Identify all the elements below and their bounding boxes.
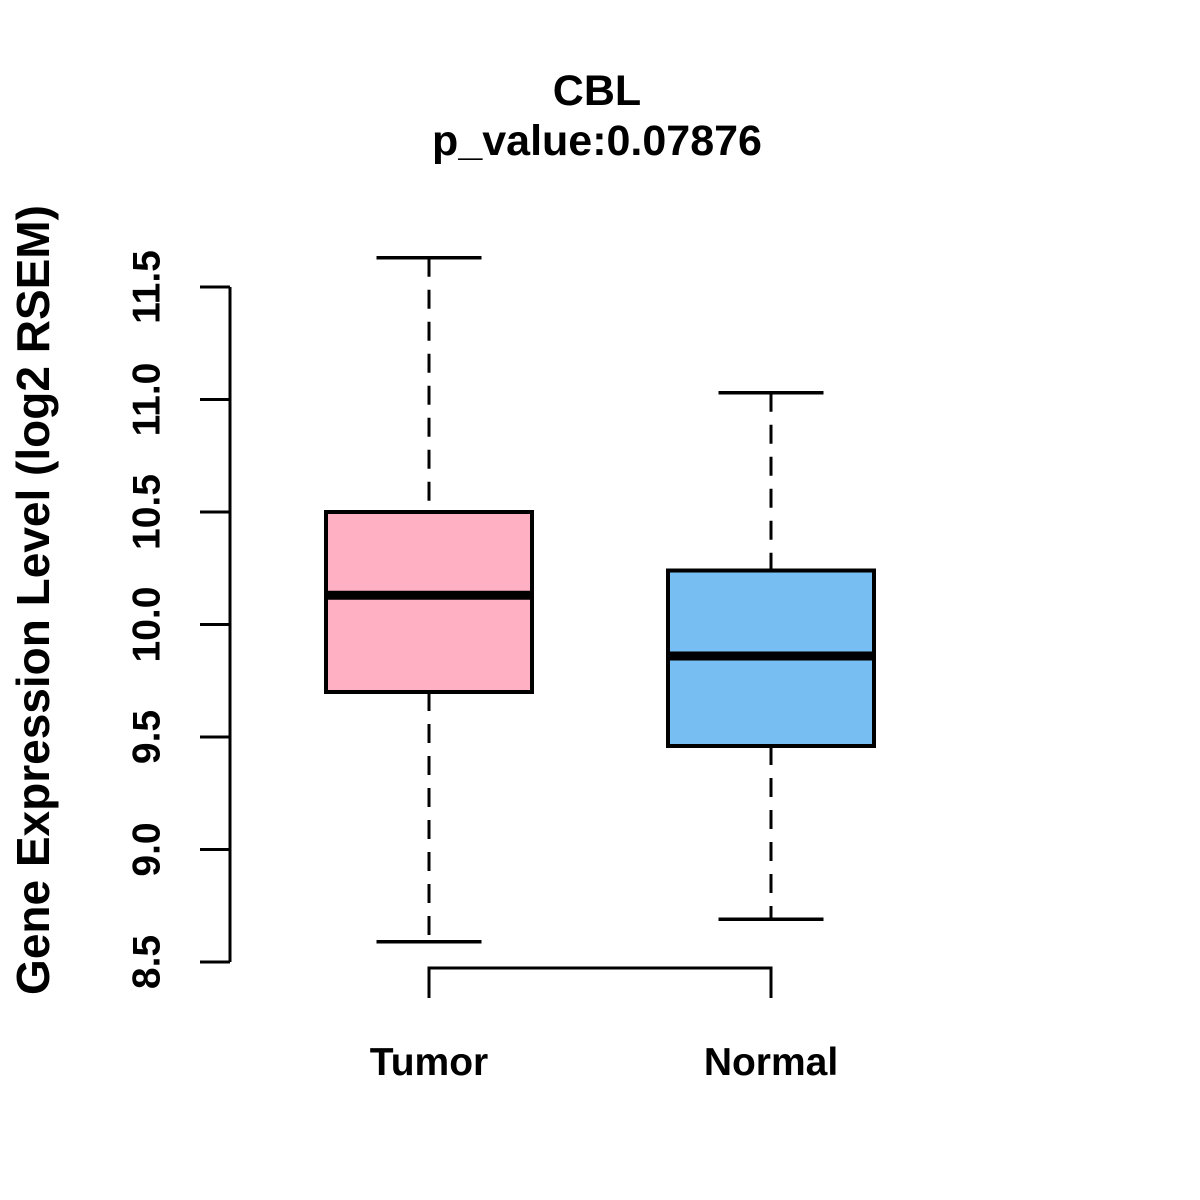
x-category-label-tumor: Tumor bbox=[369, 1041, 489, 1084]
y-axis-tick-label: 11.0 bbox=[126, 363, 169, 437]
x-category-label-normal: Normal bbox=[703, 1041, 839, 1084]
x-axis-line bbox=[427, 966, 773, 998]
chart-subtitle-pvalue: p_value:0.07876 bbox=[432, 117, 762, 165]
y-axis-tick-label: 9.0 bbox=[126, 822, 169, 876]
title-block: CBL p_value:0.07876 bbox=[432, 66, 762, 166]
y-axis-tick-label: 10.0 bbox=[126, 587, 169, 663]
y-axis-tick-label: 9.5 bbox=[126, 710, 169, 764]
y-axis-tick-label: 11.5 bbox=[126, 250, 169, 324]
box-tumor bbox=[324, 510, 534, 694]
chart-title: CBL bbox=[552, 67, 642, 115]
y-axis-tick-label: 10.5 bbox=[126, 474, 169, 550]
y-axis-tick-label: 8.5 bbox=[126, 935, 169, 989]
